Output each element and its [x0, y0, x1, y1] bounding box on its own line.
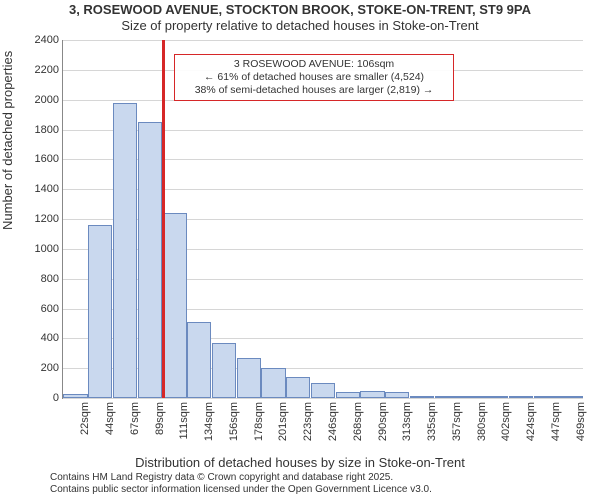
histogram-bar [138, 122, 162, 398]
x-tick-label: 67sqm [129, 402, 141, 435]
gridline [63, 40, 583, 41]
chart-title-main: 3, ROSEWOOD AVENUE, STOCKTON BROOK, STOK… [0, 2, 600, 17]
y-tick-label: 1400 [19, 183, 59, 195]
x-tick-label: 313sqm [401, 402, 413, 441]
histogram-bar [385, 392, 409, 398]
histogram-bar [261, 368, 285, 398]
histogram-bar [286, 377, 310, 398]
y-tick-label: 2400 [19, 34, 59, 46]
histogram-bar [88, 225, 112, 398]
y-tick-label: 400 [19, 332, 59, 344]
histogram-bar [162, 213, 186, 398]
x-tick-label: 246sqm [327, 402, 339, 441]
x-tick-label: 469sqm [575, 402, 587, 441]
y-tick-label: 2200 [19, 64, 59, 76]
annotation-line-3: 38% of semi-detached houses are larger (… [181, 84, 447, 97]
y-tick-label: 800 [19, 273, 59, 285]
x-tick-label: 335sqm [426, 402, 438, 441]
histogram-bar [360, 391, 384, 398]
histogram-bar [435, 396, 459, 398]
annotation-box: 3 ROSEWOOD AVENUE: 106sqm← 61% of detach… [174, 54, 454, 101]
histogram-bar [410, 396, 434, 398]
x-tick-label: 44sqm [104, 402, 116, 435]
y-tick-label: 1200 [19, 213, 59, 225]
y-tick-label: 0 [19, 392, 59, 404]
x-tick-label: 223sqm [302, 402, 314, 441]
x-tick-label: 134sqm [203, 402, 215, 441]
x-tick-label: 156sqm [228, 402, 240, 441]
gridline [63, 398, 583, 399]
x-tick-label: 402sqm [500, 402, 512, 441]
chart-title-sub: Size of property relative to detached ho… [0, 18, 600, 33]
histogram-bar [509, 396, 533, 398]
y-tick-label: 200 [19, 362, 59, 374]
histogram-bar [237, 358, 261, 398]
x-tick-label: 447sqm [550, 402, 562, 441]
credits: Contains HM Land Registry data © Crown c… [50, 472, 432, 496]
property-marker-line [162, 40, 165, 398]
y-tick-label: 1800 [19, 124, 59, 136]
histogram-bar [336, 392, 360, 398]
x-tick-label: 380sqm [476, 402, 488, 441]
histogram-bar [459, 396, 483, 398]
y-tick-label: 1000 [19, 243, 59, 255]
histogram-bar [212, 343, 236, 398]
annotation-line-2: ← 61% of detached houses are smaller (4,… [181, 71, 447, 84]
x-tick-label: 357sqm [451, 402, 463, 441]
y-tick-label: 600 [19, 303, 59, 315]
histogram-bar [113, 103, 137, 398]
y-axis-label: Number of detached properties [0, 51, 15, 230]
y-tick-label: 2000 [19, 94, 59, 106]
x-tick-label: 22sqm [79, 402, 91, 435]
histogram-bar [558, 396, 582, 398]
histogram-bar [534, 396, 558, 398]
annotation-line-1: 3 ROSEWOOD AVENUE: 106sqm [181, 58, 447, 71]
y-tick-label: 1600 [19, 153, 59, 165]
x-tick-label: 89sqm [154, 402, 166, 435]
x-tick-label: 290sqm [377, 402, 389, 441]
histogram-bar [63, 394, 87, 398]
histogram-bar [484, 396, 508, 398]
credit-line-1: Contains HM Land Registry data © Crown c… [50, 472, 432, 484]
credit-line-2: Contains public sector information licen… [50, 484, 432, 496]
x-tick-label: 424sqm [525, 402, 537, 441]
x-axis-label: Distribution of detached houses by size … [0, 455, 600, 470]
x-tick-label: 268sqm [352, 402, 364, 441]
x-tick-label: 111sqm [178, 402, 190, 440]
x-tick-label: 201sqm [277, 402, 289, 441]
plot-area: 0200400600800100012001400160018002000220… [62, 40, 583, 399]
x-tick-label: 178sqm [253, 402, 265, 441]
histogram-bar [187, 322, 211, 398]
histogram-bar [311, 383, 335, 398]
